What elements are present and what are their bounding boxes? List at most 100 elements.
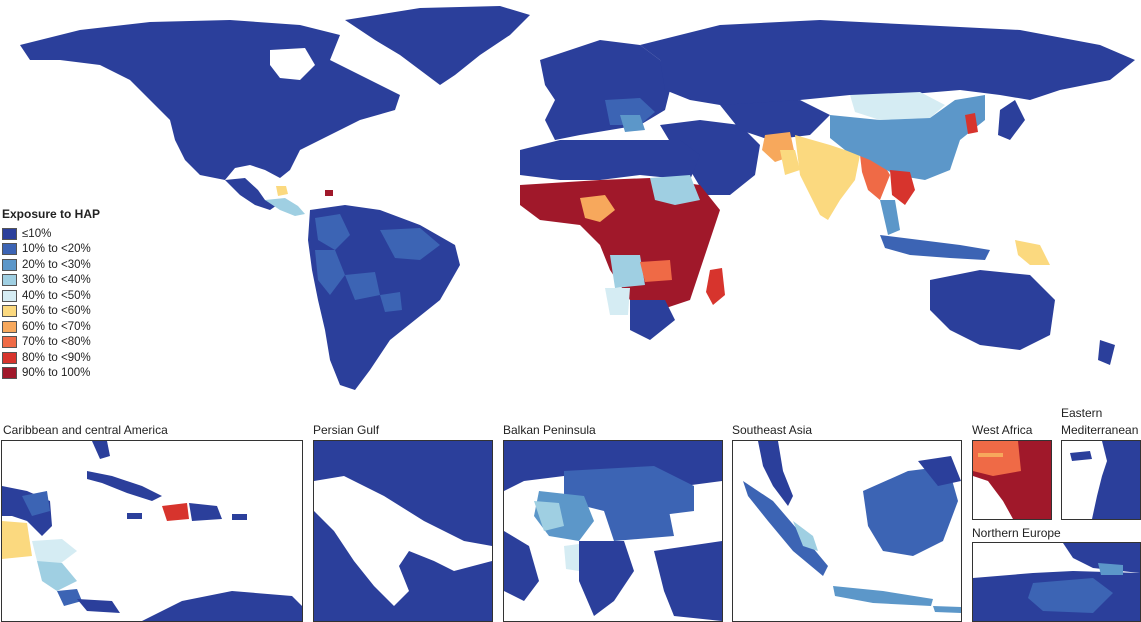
legend-item: 70% to <80% [2, 335, 100, 351]
indochina [890, 170, 915, 205]
inset-title-southeast-asia: Southeast Asia [732, 423, 813, 437]
northern-europe-estonia [1098, 563, 1123, 575]
sea-lesser-sunda [933, 606, 961, 613]
balkan-italy [504, 531, 539, 601]
legend-swatch [2, 258, 17, 271]
japan [998, 100, 1025, 140]
inset-title-balkan: Balkan Peninsula [503, 423, 596, 437]
caribbean-dominican-republic [189, 503, 222, 521]
legend-swatch [2, 320, 17, 333]
legend-label: 80% to <90% [22, 351, 91, 364]
west-africa-senegal [973, 441, 1021, 476]
legend-swatch [2, 274, 17, 287]
west-africa-gambia [978, 453, 1003, 457]
caribbean-jamaica [127, 513, 142, 519]
legend-label: 20% to <30% [22, 258, 91, 271]
persian-gulf-water [314, 476, 492, 606]
central-asia [720, 100, 830, 140]
legend-item: 30% to <40% [2, 273, 100, 289]
eastern-med-land [1092, 441, 1140, 519]
caribbean-honduras [32, 539, 77, 566]
caribbean-costa-rica [57, 589, 82, 606]
legend-label: 40% to <50% [22, 289, 91, 302]
balkan-albania [564, 544, 579, 571]
west-africa-orange [580, 195, 615, 222]
china [830, 95, 985, 180]
legend-label: 90% to 100% [22, 367, 91, 380]
north-korea [965, 113, 978, 134]
map-legend: Exposure to HAP ≤10% 10% to <20% 20% to … [2, 207, 100, 381]
inset-title-persian-gulf: Persian Gulf [313, 423, 380, 437]
eastern-med-cyprus [1070, 451, 1092, 461]
sea-malay-peninsula [758, 441, 793, 506]
legend-swatch [2, 305, 17, 318]
caribbean-haiti [162, 503, 189, 521]
legend-item: 40% to <50% [2, 288, 100, 304]
paraguay [380, 292, 402, 312]
balkan-kosovo-macedonia [534, 501, 564, 531]
australia [930, 270, 1055, 350]
peru [315, 250, 345, 295]
caribbean-panama [77, 599, 120, 613]
caribbean-florida [92, 441, 110, 459]
sea-borneo [863, 466, 958, 556]
eastern-europe [605, 98, 655, 125]
legend-item: 80% to <90% [2, 350, 100, 366]
namibia [605, 288, 630, 315]
legend-label: 70% to <80% [22, 336, 91, 349]
mongolia [850, 92, 945, 120]
india [795, 135, 860, 220]
inset-persian-gulf [313, 440, 493, 622]
legend-label: 60% to <70% [22, 320, 91, 333]
north-america [20, 20, 400, 180]
inset-title-mediterranean: Mediterranean [1061, 423, 1139, 437]
caribbean-yucatan [22, 491, 50, 516]
legend-item: ≤10% [2, 226, 100, 242]
legend-label: 50% to <60% [22, 305, 91, 318]
inset-caribbean [1, 440, 303, 622]
central-america [265, 198, 305, 216]
new-zealand [1098, 340, 1115, 365]
brazil-north [380, 228, 440, 260]
world-map [20, 6, 1135, 390]
europe [540, 40, 670, 140]
thailand [880, 200, 900, 235]
legend-item: 60% to <70% [2, 319, 100, 335]
inset-title-eastern: Eastern [1061, 406, 1103, 420]
sea-borneo-north [918, 456, 961, 486]
legend-swatch [2, 336, 17, 349]
sea-java [833, 586, 933, 606]
mexico [225, 178, 280, 210]
madagascar [706, 268, 725, 305]
caribbean-nicaragua [37, 561, 77, 591]
hudson-bay [270, 48, 315, 80]
legend-label: 10% to <20% [22, 243, 91, 256]
legend-swatch [2, 351, 17, 364]
middle-east [660, 120, 760, 195]
inset-northern-europe [972, 542, 1141, 622]
legend-label: ≤10% [22, 227, 52, 240]
legend-swatch [2, 243, 17, 256]
sea-sumatra [743, 481, 828, 576]
legend-item: 50% to <60% [2, 304, 100, 320]
greenland [345, 6, 530, 85]
papua [1015, 240, 1050, 265]
sudan [650, 175, 700, 205]
northern-europe-baltics [1028, 578, 1113, 613]
balkans [620, 115, 645, 132]
balkan-greece [579, 541, 634, 616]
inset-title-caribbean: Caribbean and central America [3, 423, 168, 437]
caribbean-cuba [87, 471, 162, 501]
pakistan [780, 150, 800, 175]
southern-africa [630, 300, 675, 340]
west-africa-sea [973, 476, 1013, 519]
angola [610, 255, 645, 288]
legend-item: 10% to <20% [2, 242, 100, 258]
inset-title-northern-europe: Northern Europe [972, 526, 1061, 540]
inset-eastern-mediterranean [1061, 440, 1141, 520]
legend-item: 90% to 100% [2, 366, 100, 382]
balkan-hungary-romania [564, 466, 694, 516]
north-africa [520, 140, 700, 180]
balkan-bulgaria [604, 511, 674, 541]
legend-swatch [2, 227, 17, 240]
